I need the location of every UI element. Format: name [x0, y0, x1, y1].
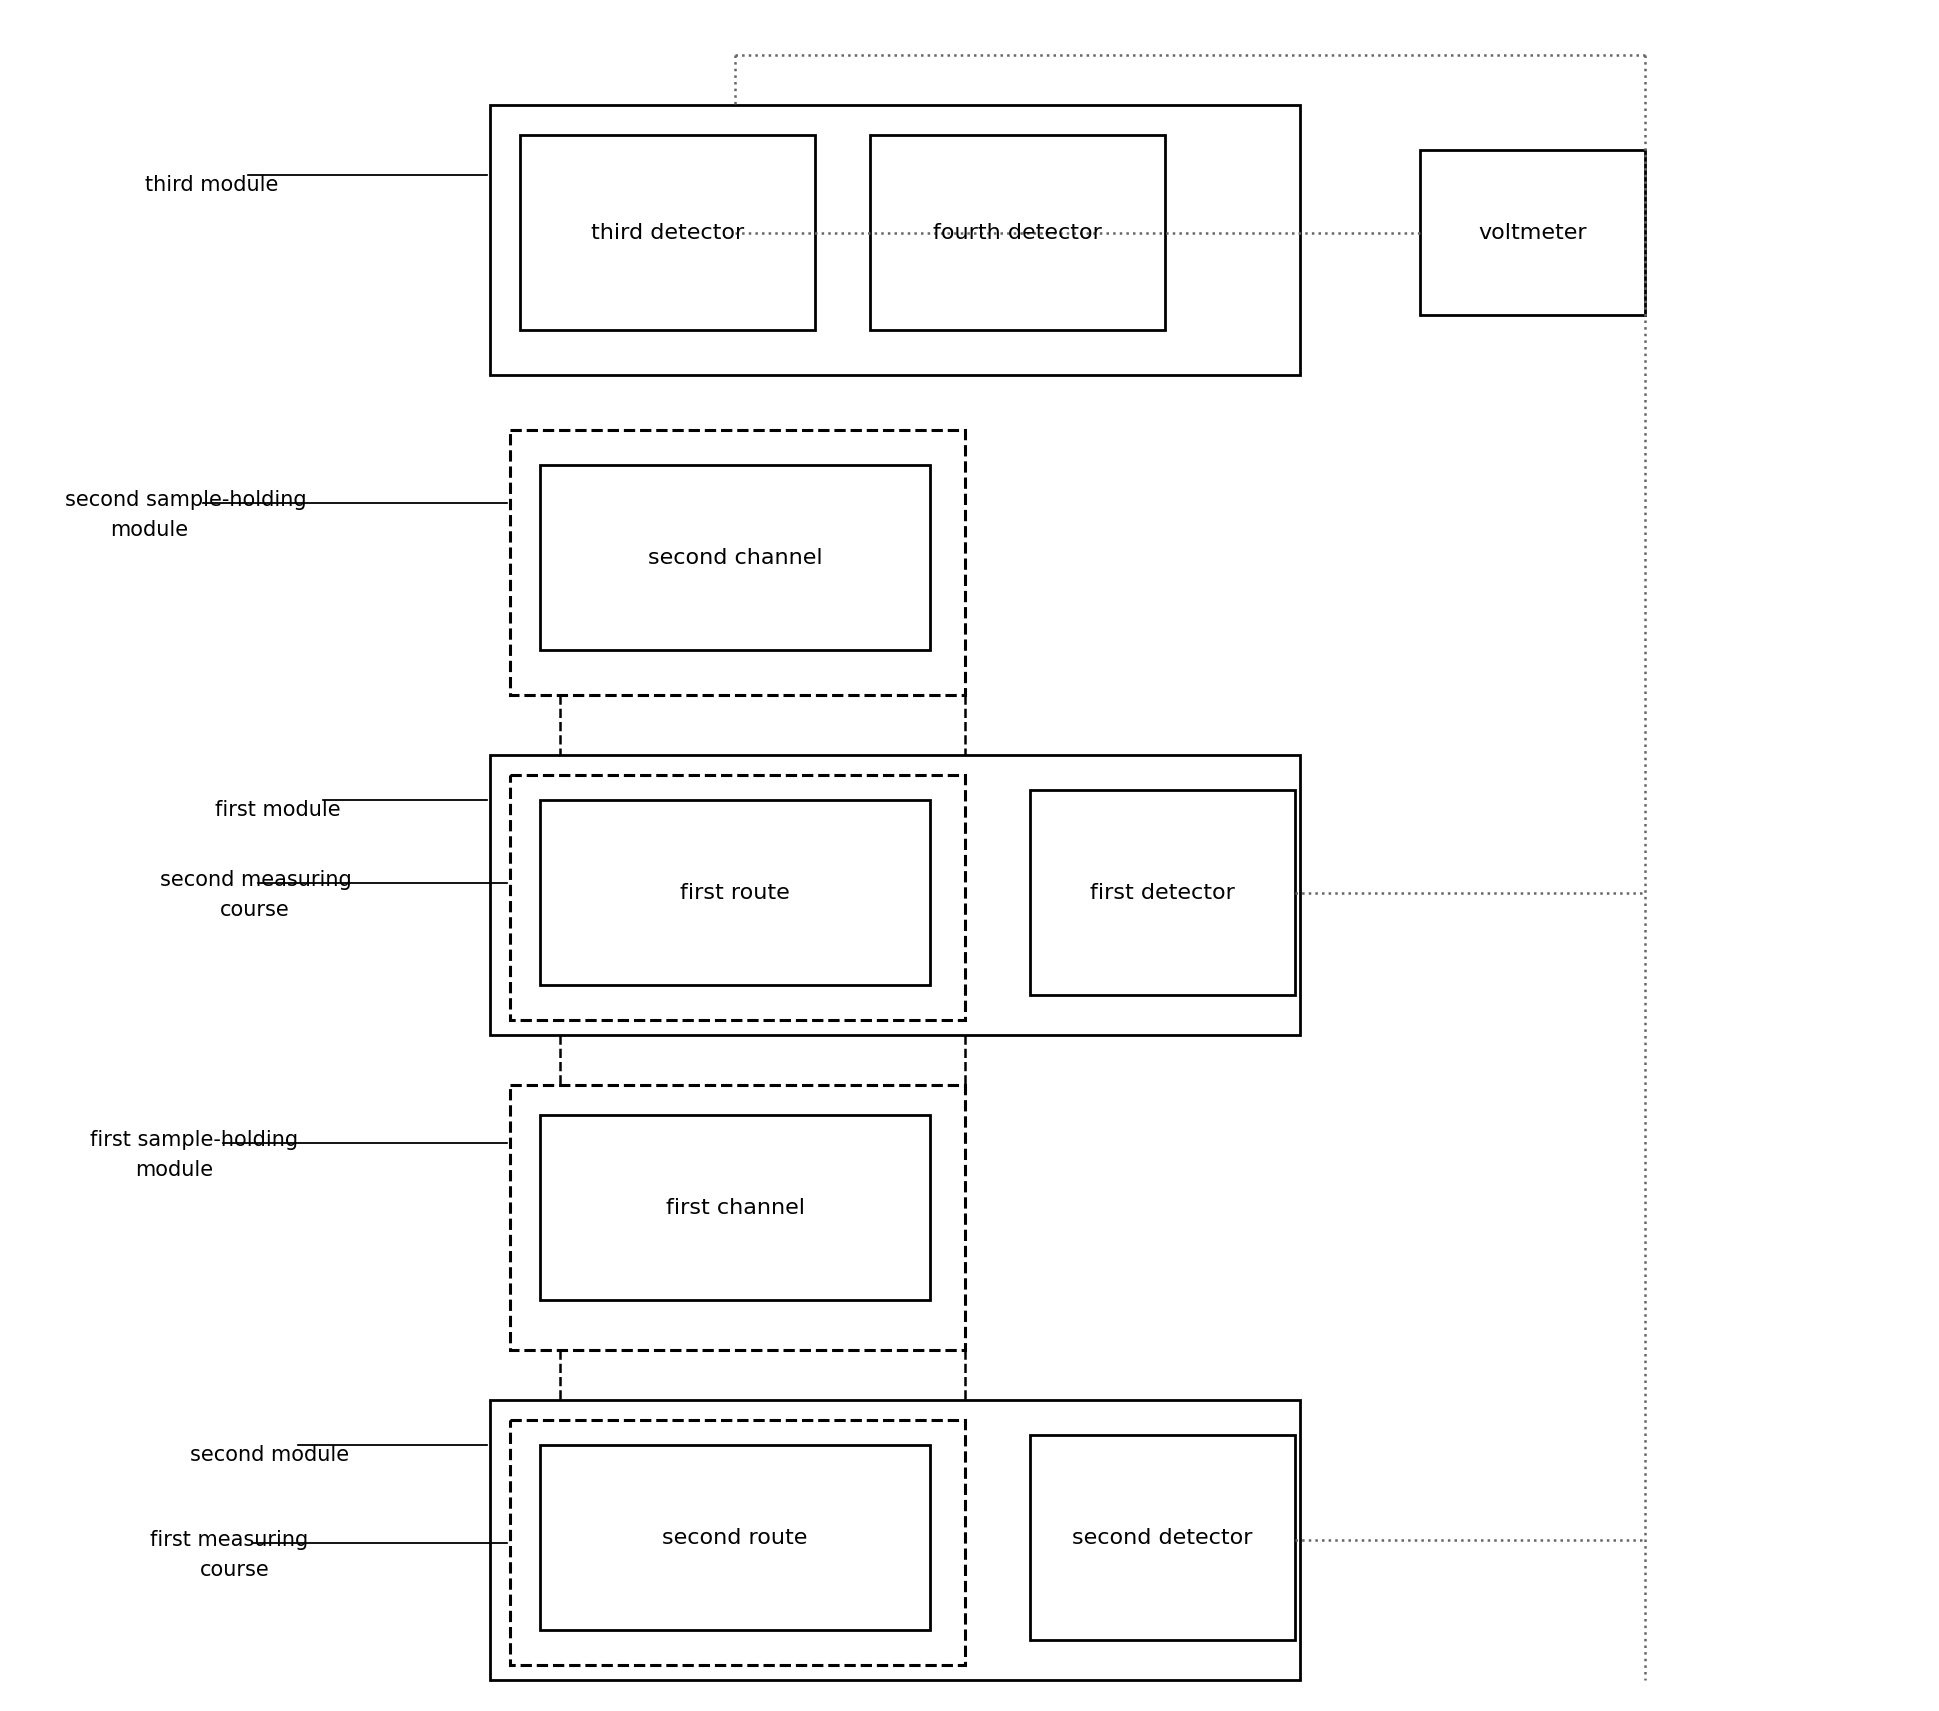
- Bar: [520, 135, 814, 330]
- Bar: [510, 429, 966, 695]
- Text: second measuring: second measuring: [161, 869, 351, 890]
- Text: module: module: [136, 1160, 213, 1181]
- Text: module: module: [111, 520, 188, 541]
- Text: fourth detector: fourth detector: [933, 222, 1101, 243]
- Bar: [539, 1446, 931, 1631]
- Bar: [491, 755, 1299, 1035]
- Text: third detector: third detector: [591, 222, 745, 243]
- Text: second sample-holding: second sample-holding: [66, 489, 306, 510]
- Text: first measuring: first measuring: [149, 1530, 308, 1550]
- Bar: [510, 775, 966, 1020]
- Text: course: course: [219, 900, 289, 921]
- Bar: [539, 465, 931, 650]
- Text: second detector: second detector: [1072, 1528, 1253, 1547]
- Text: second route: second route: [663, 1528, 809, 1547]
- Bar: [510, 1420, 966, 1665]
- Text: first channel: first channel: [665, 1198, 805, 1218]
- Bar: [539, 1116, 931, 1300]
- Text: second channel: second channel: [648, 548, 822, 568]
- Text: first sample-holding: first sample-holding: [89, 1129, 299, 1150]
- Bar: [1030, 790, 1295, 996]
- Text: voltmeter: voltmeter: [1478, 222, 1586, 243]
- Bar: [491, 104, 1299, 375]
- Text: third module: third module: [145, 175, 279, 195]
- Bar: [1419, 151, 1644, 315]
- Text: first module: first module: [215, 801, 341, 820]
- Bar: [1030, 1436, 1295, 1641]
- Text: first route: first route: [681, 883, 789, 902]
- Bar: [871, 135, 1165, 330]
- Bar: [491, 1400, 1299, 1680]
- Text: course: course: [200, 1560, 270, 1579]
- Text: first detector: first detector: [1090, 883, 1235, 902]
- Bar: [539, 801, 931, 986]
- Text: second module: second module: [190, 1446, 349, 1465]
- Bar: [510, 1085, 966, 1350]
